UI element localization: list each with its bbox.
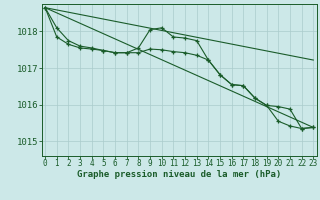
X-axis label: Graphe pression niveau de la mer (hPa): Graphe pression niveau de la mer (hPa) [77, 170, 281, 179]
